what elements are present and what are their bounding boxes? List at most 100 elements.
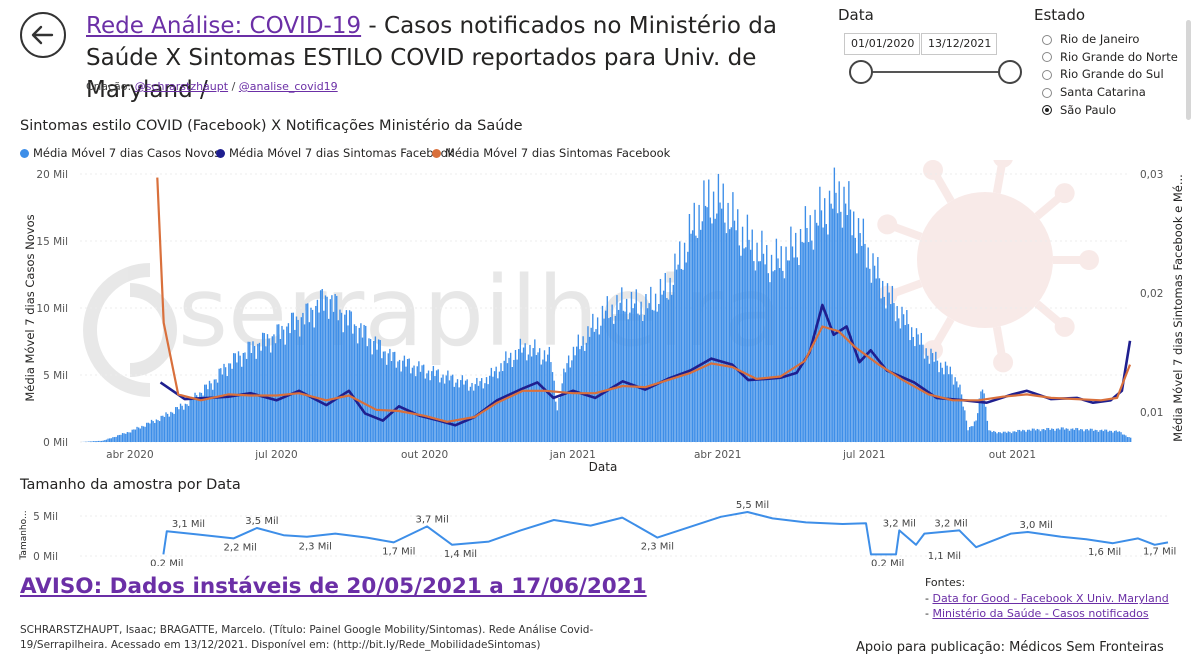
bar[interactable] (783, 278, 786, 442)
bar[interactable] (606, 296, 608, 442)
bar[interactable] (152, 421, 154, 442)
bar[interactable] (1097, 431, 1100, 442)
bar[interactable] (271, 336, 274, 442)
bar[interactable] (994, 431, 997, 442)
bar[interactable] (778, 268, 781, 442)
bar[interactable] (756, 242, 758, 442)
bar[interactable] (97, 440, 100, 442)
bar[interactable] (596, 317, 599, 442)
bar[interactable] (951, 374, 953, 442)
bar[interactable] (706, 207, 708, 442)
bar[interactable] (949, 366, 952, 442)
bar[interactable] (888, 292, 890, 442)
bar[interactable] (965, 420, 968, 442)
bar[interactable] (914, 346, 916, 442)
bar[interactable] (91, 441, 93, 442)
bar[interactable] (250, 352, 253, 442)
bar[interactable] (1063, 429, 1066, 442)
bar[interactable] (1046, 427, 1048, 442)
bar[interactable] (104, 440, 106, 442)
bar[interactable] (727, 202, 729, 442)
bar[interactable] (695, 235, 697, 442)
bar[interactable] (848, 181, 850, 442)
credit-link-2[interactable]: @analise_covid19 (238, 80, 338, 93)
bar[interactable] (231, 368, 233, 442)
bar[interactable] (416, 366, 418, 442)
bar[interactable] (1070, 428, 1072, 442)
bar[interactable] (321, 288, 323, 442)
bar[interactable] (1065, 428, 1067, 442)
bar[interactable] (447, 370, 449, 442)
bar[interactable] (356, 343, 359, 442)
bar[interactable] (1104, 429, 1106, 442)
bar[interactable] (566, 363, 568, 442)
bar[interactable] (369, 338, 372, 442)
bar[interactable] (355, 325, 357, 442)
bar[interactable] (279, 338, 282, 442)
bar[interactable] (281, 325, 283, 442)
bar[interactable] (547, 354, 549, 442)
bar[interactable] (658, 304, 660, 442)
bar[interactable] (786, 260, 789, 442)
bar[interactable] (605, 310, 607, 442)
bar[interactable] (530, 356, 533, 442)
bar[interactable] (471, 382, 473, 442)
bar[interactable] (1113, 430, 1116, 442)
bar[interactable] (825, 224, 827, 442)
bar[interactable] (753, 261, 755, 442)
bar[interactable] (629, 312, 631, 442)
bar[interactable] (616, 295, 618, 442)
bar[interactable] (162, 415, 164, 442)
bar[interactable] (646, 308, 649, 442)
bar[interactable] (255, 358, 257, 442)
bar[interactable] (390, 361, 393, 442)
bar[interactable] (551, 372, 554, 442)
bar[interactable] (859, 233, 861, 442)
bar[interactable] (886, 283, 889, 442)
bar[interactable] (377, 339, 380, 442)
bar[interactable] (667, 299, 670, 442)
bar[interactable] (912, 336, 914, 442)
bar[interactable] (289, 333, 291, 442)
bar[interactable] (645, 294, 647, 442)
bar[interactable] (720, 208, 723, 442)
bar[interactable] (617, 309, 620, 442)
bar[interactable] (1014, 431, 1016, 442)
bar[interactable] (323, 310, 325, 442)
bar[interactable] (746, 214, 749, 442)
bar[interactable] (328, 318, 330, 442)
bar[interactable] (92, 441, 95, 442)
bar[interactable] (456, 379, 459, 442)
bar[interactable] (997, 432, 1000, 442)
bar[interactable] (258, 342, 261, 442)
bar[interactable] (315, 305, 317, 442)
bar[interactable] (410, 373, 412, 442)
bar[interactable] (729, 229, 731, 442)
bar[interactable] (305, 303, 307, 442)
bar[interactable] (131, 429, 133, 442)
bar[interactable] (959, 384, 961, 442)
bar[interactable] (376, 349, 378, 442)
bar[interactable] (466, 379, 468, 442)
bar[interactable] (1121, 434, 1124, 442)
state-list-scrollbar[interactable] (1186, 20, 1191, 120)
bar[interactable] (696, 238, 699, 442)
bar[interactable] (487, 384, 489, 442)
bar[interactable] (300, 317, 302, 442)
bar[interactable] (108, 438, 111, 442)
bar[interactable] (603, 318, 605, 442)
warning-link[interactable]: AVISO: Dados instáveis de 20/05/2021 a 1… (20, 574, 647, 599)
bar[interactable] (311, 309, 314, 442)
bar[interactable] (906, 310, 908, 442)
bar[interactable] (625, 298, 628, 442)
bar[interactable] (332, 311, 335, 442)
bar[interactable] (282, 329, 285, 442)
bar[interactable] (627, 319, 629, 442)
bar[interactable] (350, 311, 352, 442)
bar[interactable] (210, 383, 212, 442)
bar[interactable] (593, 331, 596, 442)
bar[interactable] (524, 343, 526, 442)
bar[interactable] (297, 319, 299, 442)
bar[interactable] (273, 334, 275, 442)
bar[interactable] (120, 434, 122, 442)
